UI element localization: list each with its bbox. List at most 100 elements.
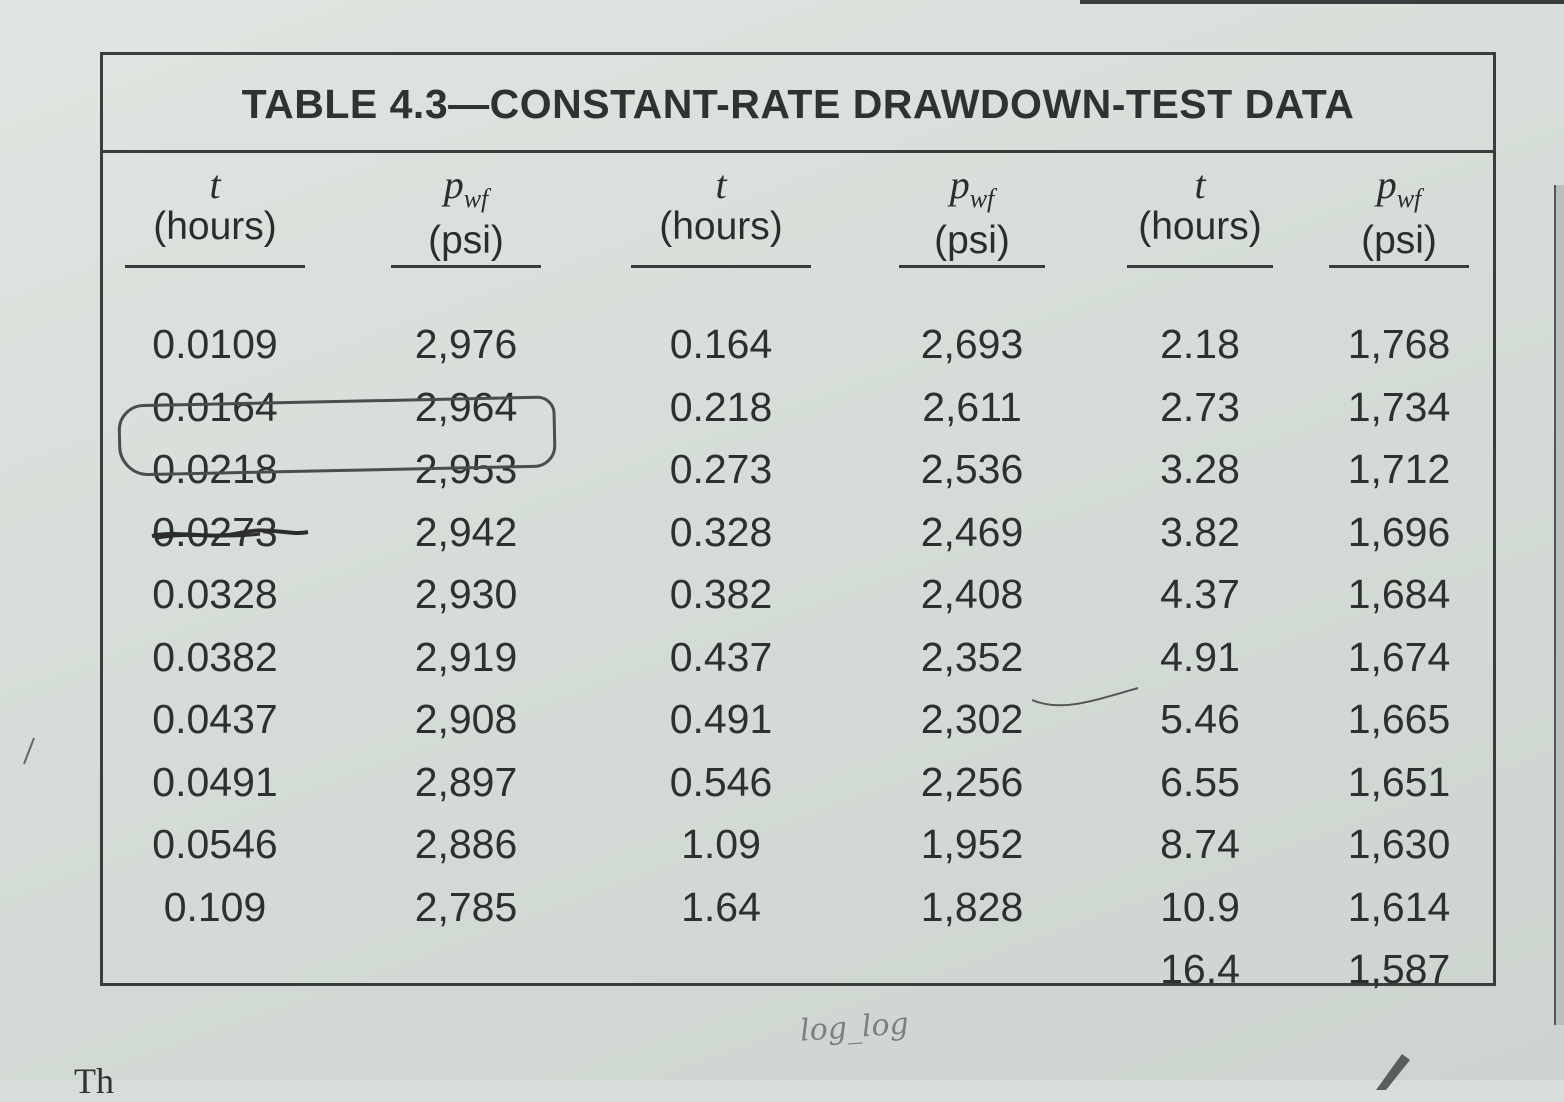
table-cell: 1,665	[1347, 696, 1451, 742]
column-pwf-2: pwf (psi) 2,693 2,611 2,536 2,469 2,408 2,352…	[899, 165, 1045, 938]
column-header: t (hours)	[631, 165, 811, 313]
table-cell: 6.55	[1160, 758, 1240, 805]
column-t-1: t (hours) 0.0109 0.0164 0.0218 0.0273 0.0328…	[125, 165, 305, 938]
table-cell: 2,469	[920, 508, 1024, 555]
column-pwf-3: pwf (psi) 1,768 1,734 1,712 1,696 1,684 1,674…	[1329, 165, 1469, 1001]
pen-stroke-annotation	[1031, 687, 1139, 707]
column-values: 1,768 1,734 1,712 1,696 1,684 1,674 1,665 1,651…	[1329, 313, 1469, 1001]
table-cell: 2,536	[920, 446, 1024, 492]
column-header: t (hours)	[125, 165, 305, 313]
handwritten-note: log_log	[798, 1006, 910, 1049]
table-cell: 1.09	[681, 821, 761, 867]
table-cell: 1,768	[1347, 321, 1451, 367]
column-symbol: t	[209, 162, 221, 207]
table-cell: 10.9	[1160, 883, 1240, 930]
table-cell: 4.91	[1160, 633, 1240, 680]
column-symbol: pwf	[949, 162, 995, 214]
header-underline	[899, 265, 1045, 268]
header-underline	[125, 265, 305, 268]
table-cell: 0.382	[669, 571, 773, 617]
table-cell: 1,696	[1347, 508, 1451, 555]
following-paragraph-start: Th	[74, 1061, 114, 1101]
column-symbol: pwf	[443, 162, 489, 214]
table-cell: 2,964	[414, 383, 518, 430]
table-title: TABLE 4.3—CONSTANT-RATE DRAWDOWN-TEST DA…	[103, 55, 1493, 153]
table-cell: 1,614	[1347, 883, 1451, 930]
table-cell: 0.109	[163, 883, 267, 930]
table-cell: 0.0382	[152, 633, 278, 680]
table-cell: 2.73	[1160, 383, 1240, 430]
table-cell: 3.82	[1160, 508, 1240, 555]
table-cell: 2,693	[920, 321, 1024, 367]
table-cell: 0.0109	[152, 321, 278, 367]
column-values: 2.18 2.73 3.28 3.82 4.37 4.91 5.46 6.55 8.74 10.9…	[1127, 313, 1273, 1001]
table-cell: 0.491	[669, 696, 773, 742]
table-cell: 0.273	[669, 446, 773, 492]
table-cell: 1,651	[1347, 758, 1451, 805]
table-cell: 1,674	[1347, 633, 1451, 680]
table-cell: 2,408	[920, 571, 1024, 617]
table-cell: 0.0491	[152, 758, 278, 805]
table-cell: 4.37	[1160, 571, 1240, 617]
top-rule	[1080, 0, 1564, 4]
table-cell: 0.164	[669, 321, 773, 367]
table-cell: 0.0328	[152, 571, 278, 617]
header-underline	[1329, 265, 1469, 268]
header-underline	[1127, 265, 1273, 268]
column-t-2: t (hours) 0.164 0.218 0.273 0.328 0.382 0.437…	[631, 165, 811, 938]
column-pwf-1: pwf (psi) 2,976 2,964 2,953 2,942 2,930 2,919…	[391, 165, 541, 938]
column-values: 0.164 0.218 0.273 0.328 0.382 0.437 0.491 0.546…	[631, 313, 811, 938]
table-cell: 1,630	[1347, 821, 1451, 867]
table-cell: 2,953	[414, 446, 518, 492]
table-cell: 2,886	[414, 821, 518, 867]
table-cell: 2,785	[414, 883, 518, 930]
pen-circle-annotation	[117, 395, 557, 477]
table-cell: 0.437	[669, 633, 773, 680]
column-values: 2,976 2,964 2,953 2,942 2,930 2,919 2,908 2,897…	[391, 313, 541, 938]
page-edge	[1554, 185, 1564, 1025]
table-cell: 2,942	[414, 508, 518, 555]
table-cell: 0.328	[669, 508, 773, 555]
table-cell: 2.18	[1160, 321, 1240, 367]
table-cell: 2,611	[922, 383, 1022, 430]
column-unit: (psi)	[1361, 219, 1437, 262]
table-cell: 3.28	[1160, 446, 1240, 492]
column-header: t (hours)	[1127, 165, 1273, 313]
column-unit: (psi)	[428, 219, 504, 262]
table-cell: 0.0164	[152, 383, 278, 430]
column-symbol: t	[715, 162, 727, 207]
table-cell: 2,302	[920, 696, 1024, 742]
pen-tip	[1376, 1054, 1410, 1090]
column-unit: (hours)	[1138, 205, 1262, 248]
column-unit: (psi)	[934, 219, 1010, 262]
table-cell: 0.0437	[152, 696, 278, 742]
table-cell: 1,828	[920, 883, 1024, 930]
column-symbol: pwf	[1376, 162, 1422, 214]
column-header: pwf (psi)	[1329, 165, 1469, 313]
table-cell: 1,952	[920, 821, 1024, 867]
column-unit: (hours)	[153, 205, 277, 248]
table-cell: 1,587	[1347, 946, 1451, 992]
table-cell: 1,734	[1347, 383, 1451, 430]
table-cell: 2,256	[920, 758, 1024, 805]
table-cell: 1.64	[681, 883, 761, 930]
table-cell: 0.0546	[152, 821, 278, 867]
column-header: pwf (psi)	[391, 165, 541, 313]
margin-mark	[23, 737, 35, 765]
header-underline	[391, 265, 541, 268]
column-values: 0.0109 0.0164 0.0218 0.0273 0.0328 0.0382 0.04…	[125, 313, 305, 938]
data-table: TABLE 4.3—CONSTANT-RATE DRAWDOWN-TEST DA…	[100, 52, 1496, 992]
table-cell: 0.0218	[152, 446, 278, 492]
table-cell: 2,352	[920, 633, 1024, 680]
header-underline	[631, 265, 811, 268]
table-cell: 0.218	[669, 383, 773, 430]
table-cell: 0.546	[669, 758, 773, 805]
column-t-3: t (hours) 2.18 2.73 3.28 3.82 4.37 4.91 5.46 6.…	[1127, 165, 1273, 1001]
table-cell: 2,976	[414, 321, 518, 367]
table-cell: 8.74	[1160, 821, 1240, 867]
table-cell: 2,930	[414, 571, 518, 617]
column-symbol: t	[1194, 162, 1206, 207]
column-unit: (hours)	[659, 205, 783, 248]
table-cell: 16.4	[1160, 946, 1240, 992]
